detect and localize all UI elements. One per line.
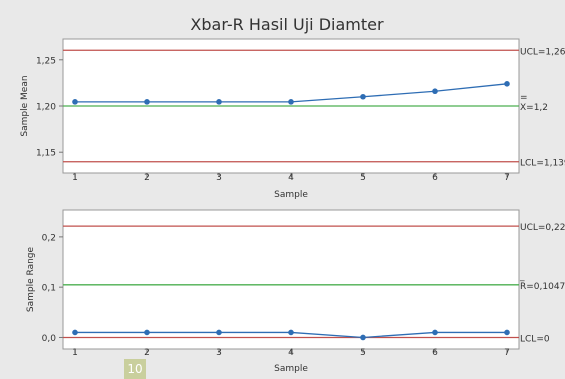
x-axis-label: Sample (274, 364, 308, 374)
x-tick-label: 1 (72, 173, 78, 183)
cl-label: X=1,2 (520, 103, 548, 113)
ucl-label: UCL=0,2213 (520, 223, 565, 233)
panel-mean: 1,15 1,20 1,25 1 2 3 4 5 6 7 Sample Sample Mean UCL=… (20, 38, 565, 200)
data-point (216, 329, 222, 336)
x-tick-label: 4 (288, 348, 294, 358)
y-tick-label: 0,1 (42, 284, 56, 294)
lcl-label: LCL=0 (520, 334, 550, 344)
x-tick-label: 3 (216, 348, 222, 358)
ucl-label: UCL=1,2603 (520, 47, 565, 57)
y-tick-label: 1,25 (36, 56, 56, 66)
x-tick-label: 4 (288, 173, 294, 183)
x-tick-label: 2 (144, 348, 150, 358)
x-tick-label: 6 (432, 348, 438, 358)
page-number-badge: 10 (124, 359, 146, 379)
x-tick-label: 5 (360, 173, 366, 183)
x-axis-label: Sample (274, 190, 308, 200)
lcl-label: LCL=1,1397 (520, 159, 565, 169)
data-point (360, 334, 366, 341)
x-tick-label: 5 (360, 348, 366, 358)
data-point (144, 99, 150, 105)
data-point (504, 329, 510, 336)
data-point (144, 329, 150, 336)
data-point (288, 329, 294, 336)
plot-area (62, 209, 520, 350)
data-point (288, 99, 294, 105)
x-tick-label: 1 (72, 348, 78, 358)
x-tick-label: 7 (504, 348, 510, 358)
data-point (504, 81, 510, 87)
cl-label: R=0,1047 (520, 282, 565, 292)
x-tick-label: 6 (432, 173, 438, 183)
data-point (432, 88, 438, 95)
x-tick-label: 3 (216, 173, 222, 183)
y-tick-label: 0,0 (42, 334, 57, 344)
cl-label-bar: _ (519, 272, 525, 282)
data-point (72, 99, 78, 105)
x-tick-label: 7 (504, 173, 510, 183)
y-tick-label: 1,15 (36, 149, 56, 159)
y-tick-label: 1,20 (36, 103, 56, 113)
data-point (216, 99, 222, 105)
x-tick-label: 2 (144, 173, 150, 183)
data-point (360, 93, 366, 100)
panel-range: 0,0 0,1 0,2 1 2 3 4 5 6 7 Sample Sample Range UCL=0,… (26, 209, 565, 374)
data-point (432, 329, 438, 336)
chart-title: Xbar-R Hasil Uji Diamter (190, 15, 384, 34)
y-axis-label: Sample Range (26, 246, 36, 312)
y-axis-label: Sample Mean (20, 75, 30, 136)
data-point (72, 329, 78, 336)
y-tick-label: 0,2 (42, 233, 56, 243)
cl-label-bar: = (520, 93, 528, 103)
